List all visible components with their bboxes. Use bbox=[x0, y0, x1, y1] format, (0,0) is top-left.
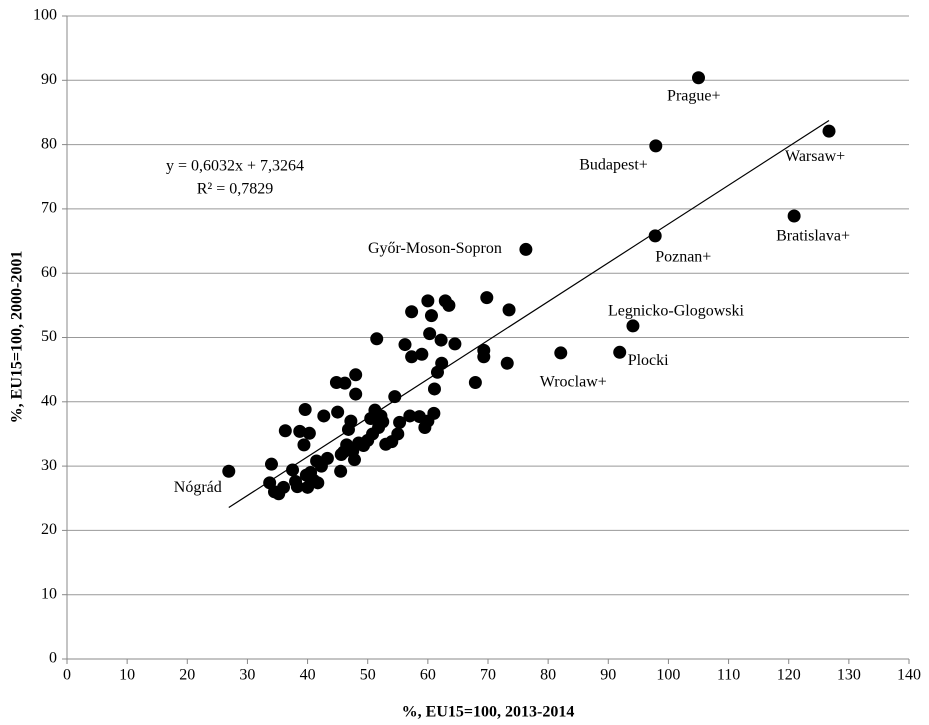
x-tick-label: 50 bbox=[360, 667, 376, 684]
y-tick-label: 50 bbox=[41, 328, 57, 345]
point bbox=[293, 424, 307, 438]
point bbox=[554, 346, 568, 360]
point bbox=[613, 345, 627, 359]
y-axis-title: %, EU15=100, 2000-2001 bbox=[9, 251, 26, 424]
point bbox=[331, 405, 345, 419]
point bbox=[421, 294, 435, 308]
point-label: Prague+ bbox=[667, 87, 720, 104]
point bbox=[468, 376, 482, 390]
x-tick-label: 120 bbox=[777, 667, 801, 684]
point bbox=[427, 406, 441, 420]
y-tick-label: 0 bbox=[49, 650, 57, 667]
point bbox=[349, 387, 363, 401]
y-tick-label: 90 bbox=[41, 71, 57, 88]
y-tick-label: 60 bbox=[41, 264, 57, 281]
point bbox=[424, 309, 438, 323]
x-tick-label: 130 bbox=[837, 667, 861, 684]
point bbox=[415, 347, 429, 361]
point bbox=[320, 451, 334, 465]
point bbox=[370, 332, 384, 346]
x-tick-label: 10 bbox=[119, 667, 135, 684]
point bbox=[648, 229, 662, 243]
point bbox=[502, 303, 516, 317]
point-label: Nógrád bbox=[174, 479, 222, 496]
x-tick-label: 0 bbox=[63, 667, 71, 684]
point bbox=[398, 338, 412, 352]
x-tick-label: 100 bbox=[656, 667, 680, 684]
point bbox=[264, 457, 278, 471]
point bbox=[349, 368, 363, 382]
trend-equation: y = 0,6032x + 7,3264 bbox=[166, 158, 304, 175]
point-label: Legnicko-Glogowski bbox=[608, 303, 745, 320]
point bbox=[311, 476, 325, 490]
point bbox=[500, 356, 514, 370]
y-tick-label: 100 bbox=[33, 7, 57, 24]
y-tick-label: 10 bbox=[41, 585, 57, 602]
x-tick-label: 70 bbox=[480, 667, 496, 684]
x-tick-label: 80 bbox=[540, 667, 556, 684]
y-tick-label: 40 bbox=[41, 392, 57, 409]
y-tick-label: 70 bbox=[41, 200, 57, 217]
point bbox=[286, 463, 300, 477]
trend-line bbox=[228, 119, 830, 509]
point-label: Budapest+ bbox=[579, 157, 648, 174]
point bbox=[334, 464, 348, 478]
point bbox=[626, 319, 640, 333]
x-tick-label: 20 bbox=[179, 667, 195, 684]
point bbox=[222, 464, 236, 478]
point-label: Wroclaw+ bbox=[540, 374, 607, 391]
x-axis-title: %, EU15=100, 2013-2014 bbox=[402, 704, 575, 721]
x-tick-label: 60 bbox=[420, 667, 436, 684]
point bbox=[519, 242, 533, 256]
point-label: Bratislava+ bbox=[776, 228, 850, 245]
point bbox=[317, 409, 331, 423]
point bbox=[649, 139, 663, 153]
y-tick-label: 30 bbox=[41, 457, 57, 474]
point bbox=[427, 382, 441, 396]
point bbox=[344, 414, 358, 428]
y-tick-label: 20 bbox=[41, 521, 57, 538]
x-tick-label: 110 bbox=[717, 667, 740, 684]
point bbox=[477, 343, 491, 357]
point bbox=[347, 453, 361, 467]
point bbox=[393, 415, 407, 429]
trend-r2: R² = 0,7829 bbox=[197, 181, 274, 198]
point bbox=[391, 427, 405, 441]
point-label: Győr-Moson-Sopron bbox=[368, 240, 502, 257]
point bbox=[403, 409, 417, 423]
point bbox=[297, 438, 311, 452]
point bbox=[480, 291, 494, 305]
x-tick-label: 90 bbox=[600, 667, 616, 684]
point bbox=[376, 415, 390, 429]
point bbox=[822, 124, 836, 138]
point bbox=[448, 337, 462, 351]
point bbox=[434, 333, 448, 347]
point bbox=[442, 298, 456, 312]
point bbox=[787, 209, 801, 223]
point bbox=[388, 390, 402, 404]
point bbox=[277, 480, 291, 494]
point bbox=[338, 376, 352, 390]
point-label: Poznan+ bbox=[655, 249, 711, 266]
x-tick-label: 140 bbox=[897, 667, 921, 684]
y-tick-label: 80 bbox=[41, 135, 57, 152]
point bbox=[290, 480, 304, 494]
point bbox=[423, 327, 437, 341]
point-label: Plocki bbox=[628, 352, 669, 369]
point bbox=[405, 305, 419, 319]
point bbox=[298, 403, 312, 417]
point-label: Warsaw+ bbox=[785, 148, 845, 165]
x-tick-label: 40 bbox=[300, 667, 316, 684]
point bbox=[302, 426, 316, 440]
point bbox=[405, 350, 419, 364]
point bbox=[692, 71, 705, 85]
x-tick-label: 30 bbox=[239, 667, 255, 684]
point bbox=[435, 356, 449, 370]
point bbox=[278, 424, 292, 438]
